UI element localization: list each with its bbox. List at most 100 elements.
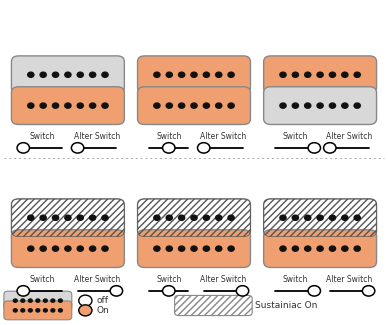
Circle shape: [292, 246, 298, 251]
Circle shape: [178, 103, 185, 108]
Circle shape: [342, 72, 348, 77]
Circle shape: [79, 305, 92, 316]
Circle shape: [292, 215, 298, 220]
Circle shape: [90, 246, 96, 251]
Circle shape: [154, 103, 160, 108]
FancyBboxPatch shape: [264, 56, 376, 94]
Circle shape: [203, 246, 210, 251]
Circle shape: [163, 286, 175, 296]
Circle shape: [308, 286, 320, 296]
Text: Alter Switch: Alter Switch: [74, 132, 120, 141]
Text: Alter Switch: Alter Switch: [200, 275, 246, 284]
Circle shape: [178, 246, 185, 251]
Circle shape: [65, 215, 71, 220]
Circle shape: [317, 215, 323, 220]
Circle shape: [28, 246, 34, 251]
Circle shape: [43, 299, 47, 302]
Text: off: off: [97, 296, 109, 305]
Circle shape: [305, 72, 311, 77]
FancyBboxPatch shape: [137, 56, 251, 94]
Circle shape: [154, 215, 160, 220]
Circle shape: [163, 143, 175, 153]
Circle shape: [166, 103, 172, 108]
Circle shape: [354, 246, 360, 251]
Circle shape: [342, 246, 348, 251]
Circle shape: [65, 103, 71, 108]
Circle shape: [178, 72, 185, 77]
Circle shape: [305, 246, 311, 251]
Circle shape: [102, 72, 108, 77]
Circle shape: [236, 286, 249, 296]
Circle shape: [52, 103, 59, 108]
Circle shape: [280, 103, 286, 108]
Circle shape: [305, 215, 311, 220]
Circle shape: [329, 246, 336, 251]
Text: On: On: [97, 306, 110, 315]
Circle shape: [166, 215, 172, 220]
Circle shape: [40, 72, 46, 77]
Circle shape: [191, 103, 197, 108]
Circle shape: [191, 72, 197, 77]
Circle shape: [329, 215, 336, 220]
Circle shape: [102, 215, 108, 220]
Circle shape: [216, 215, 222, 220]
Circle shape: [305, 103, 311, 108]
Circle shape: [52, 215, 59, 220]
Circle shape: [13, 309, 17, 312]
Circle shape: [77, 215, 83, 220]
FancyBboxPatch shape: [4, 291, 72, 310]
Circle shape: [28, 215, 34, 220]
Circle shape: [79, 295, 92, 306]
Text: Alter Switch: Alter Switch: [326, 275, 372, 284]
Circle shape: [280, 72, 286, 77]
Circle shape: [90, 103, 96, 108]
Circle shape: [280, 215, 286, 220]
Circle shape: [228, 215, 234, 220]
Circle shape: [228, 72, 234, 77]
Circle shape: [13, 299, 17, 302]
Circle shape: [43, 309, 47, 312]
Text: Alter Switch: Alter Switch: [326, 132, 372, 141]
Circle shape: [203, 72, 210, 77]
Circle shape: [362, 286, 375, 296]
Circle shape: [65, 246, 71, 251]
Circle shape: [71, 143, 84, 153]
Text: Alter Switch: Alter Switch: [74, 275, 120, 284]
Circle shape: [191, 215, 197, 220]
Circle shape: [90, 72, 96, 77]
Circle shape: [59, 299, 62, 302]
Circle shape: [77, 72, 83, 77]
Circle shape: [166, 72, 172, 77]
FancyBboxPatch shape: [137, 87, 251, 124]
FancyBboxPatch shape: [11, 199, 124, 237]
Circle shape: [329, 103, 336, 108]
Text: Alter Switch: Alter Switch: [200, 132, 246, 141]
Circle shape: [317, 72, 323, 77]
Circle shape: [102, 103, 108, 108]
Circle shape: [65, 72, 71, 77]
Circle shape: [292, 72, 298, 77]
Text: Switch: Switch: [156, 275, 182, 284]
FancyBboxPatch shape: [11, 56, 124, 94]
Circle shape: [292, 103, 298, 108]
Circle shape: [21, 309, 25, 312]
Text: Sustainiac On: Sustainiac On: [255, 301, 318, 310]
Circle shape: [280, 246, 286, 251]
Circle shape: [354, 215, 360, 220]
Circle shape: [216, 103, 222, 108]
FancyBboxPatch shape: [264, 199, 376, 237]
Circle shape: [154, 246, 160, 251]
Circle shape: [51, 309, 55, 312]
Text: Switch: Switch: [282, 275, 308, 284]
Text: Switch: Switch: [156, 132, 182, 141]
Text: Switch: Switch: [30, 275, 55, 284]
Circle shape: [110, 286, 123, 296]
FancyBboxPatch shape: [264, 230, 376, 267]
Circle shape: [17, 143, 29, 153]
FancyBboxPatch shape: [11, 230, 124, 267]
Circle shape: [154, 72, 160, 77]
Circle shape: [166, 246, 172, 251]
Circle shape: [317, 103, 323, 108]
Circle shape: [228, 103, 234, 108]
Circle shape: [17, 286, 29, 296]
